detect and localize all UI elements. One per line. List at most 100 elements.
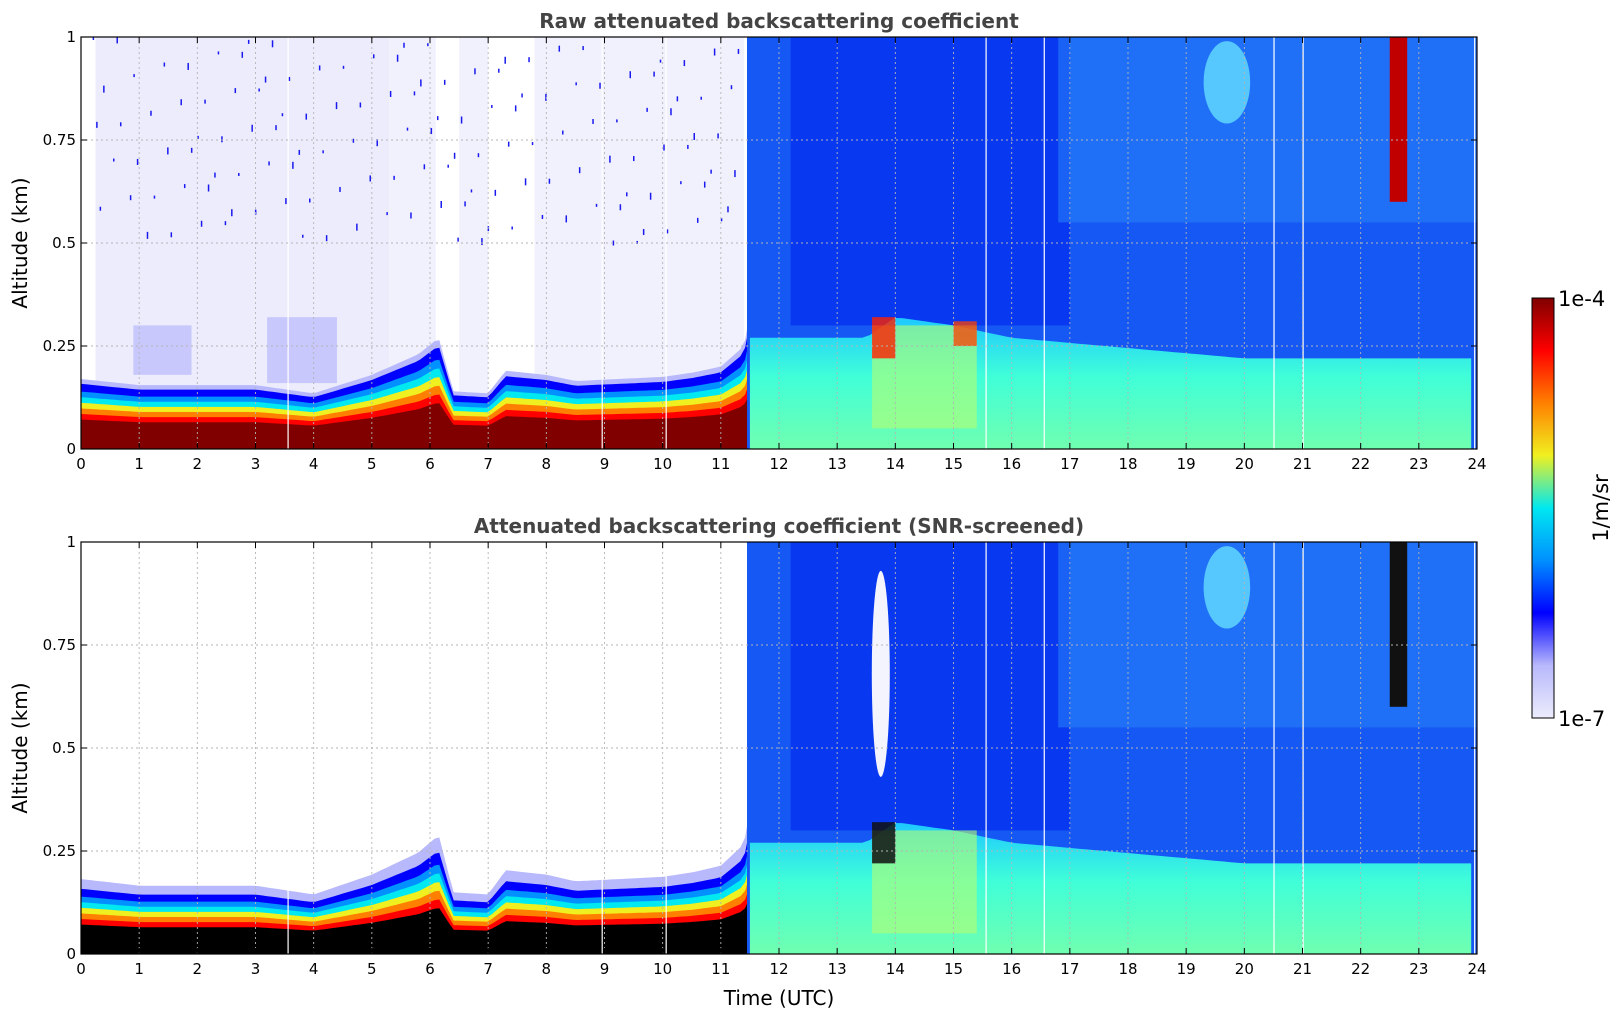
x-tick-label: 8 [542,455,552,473]
noise-speck [599,82,601,89]
noise-speck [305,113,308,120]
noise-speck [264,76,267,83]
x-tick-label: 12 [769,960,788,978]
noise-speck [92,37,95,40]
x-tick-label: 11 [711,455,730,473]
noise-speck [436,116,439,121]
x-tick-label: 18 [1118,960,1137,978]
noise-speck [281,113,284,117]
noise-speck [129,195,132,201]
x-tick-label: 16 [1002,960,1021,978]
aerosol-patch [872,317,896,359]
noise-speck [180,99,182,106]
noise-speck [649,192,652,200]
noise-speck [730,85,733,90]
y-tick-label: 0 [66,945,76,963]
noise-speck [96,121,98,128]
noise-speck [477,153,480,158]
x-tick-label: 8 [542,960,552,978]
noise-speck [653,71,655,77]
noise-speck [592,118,594,124]
y-tick-label: 0 [66,440,76,458]
noise-speck [356,223,358,231]
noise-speck [687,144,689,149]
colorbar: 1e-4 1e-7 1/m/sr [1531,287,1613,731]
x-tick-label: 0 [76,960,86,978]
x-tick-label: 5 [367,960,377,978]
noise-speck [511,226,513,230]
x-tick-label: 19 [1177,960,1196,978]
noise-speck [410,212,412,219]
layer-band-7 [81,896,750,954]
noise-speck [514,105,517,112]
x-tick-label: 3 [251,960,261,978]
chart-raw-y-ticks: 0 0.25 0.5 0.75 1 [43,28,1477,458]
noise-speck [470,189,473,193]
x-tick-label: 6 [425,455,435,473]
y-tick-label: 0.5 [52,739,76,757]
data-gap [1302,542,1304,954]
aerosol-patch [953,321,977,346]
noise-speck [713,48,716,56]
noise-speck [170,232,173,238]
data-gap [1043,37,1045,449]
noise-patch [133,325,192,375]
x-tick-label: 24 [1467,960,1486,978]
chart-snr-x-ticks: 0 1 2 3 4 5 6 7 8 9 10 11 12 13 14 15 16 17 18 19 20 21 22 23 24 [76,542,1487,978]
y-tick-label: 0.5 [52,234,76,252]
noise-speck [457,237,459,242]
y-tick-label: 1 [66,533,76,551]
chart-snr-x-axis-label: Time (UTC) [723,986,835,1010]
noise-speck [616,119,618,123]
noise-speck [636,240,638,244]
y-tick-label: 0.75 [43,131,76,149]
noise-speck [112,158,115,162]
noise-speck [376,139,378,147]
noise-speck [318,65,321,71]
x-tick-label: 9 [600,455,610,473]
chart-raw-y-axis-label: Altitude (km) [8,177,32,308]
x-tick-label: 1 [134,960,144,978]
noise-speck [234,88,237,94]
x-tick-label: 14 [886,455,905,473]
noise-speck [440,200,442,208]
noise-speck [447,164,449,168]
noise-speck [642,228,645,235]
noise-speck [633,156,635,162]
light-blue-region [1058,37,1477,223]
noise-speck [504,56,506,64]
noise-speck [247,39,250,44]
noise-speck [582,46,584,51]
noise-speck [322,150,324,154]
x-tick-label: 3 [251,455,261,473]
noise-speck [693,132,695,140]
x-tick-label: 23 [1409,960,1428,978]
noise-speck [187,62,189,70]
chart-snr: Attenuated backscattering coefficient (S… [8,514,1487,1010]
noise-speck [558,45,561,52]
x-tick-label: 15 [944,455,963,473]
noise-speck [221,136,223,143]
x-tick-label: 13 [828,455,847,473]
noise-speck [676,96,679,102]
noise-speck [238,172,240,176]
noise-speck [575,82,577,86]
data-gap [1273,37,1275,449]
noise-speck [494,189,497,196]
chart-raw: Raw attenuated backscattering coefficien… [8,9,1487,473]
noise-speck [626,192,628,197]
x-tick-label: 20 [1235,455,1254,473]
x-tick-label: 22 [1351,455,1370,473]
noise-speck [190,147,193,153]
noise-speck [443,79,446,85]
noise-speck [153,195,156,199]
noise-speck [666,229,669,234]
x-tick-label: 24 [1467,455,1486,473]
x-tick-label: 7 [483,960,493,978]
x-tick-label: 15 [944,960,963,978]
noise-speck [342,65,345,69]
noise-speck [703,181,706,188]
x-tick-label: 11 [711,960,730,978]
colorbar-min-label: 1e-7 [1558,707,1605,731]
